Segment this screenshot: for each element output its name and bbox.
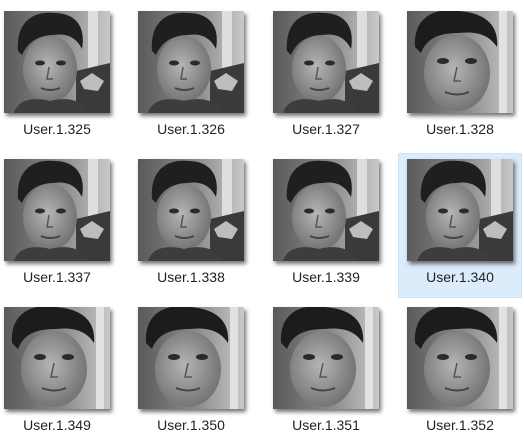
- file-item[interactable]: User.1.339: [269, 148, 395, 292]
- file-item-selected[interactable]: User.1.340: [398, 153, 522, 298]
- file-name-label: User.1.349: [23, 417, 91, 433]
- file-name-label: User.1.351: [292, 417, 360, 433]
- image-thumbnail: [4, 307, 110, 409]
- file-item[interactable]: User.1.338: [134, 148, 260, 292]
- file-name-label: User.1.325: [23, 121, 91, 137]
- file-item[interactable]: User.1.328: [403, 0, 524, 144]
- file-item[interactable]: User.1.326: [134, 0, 260, 144]
- image-thumbnail: [407, 159, 513, 261]
- file-item[interactable]: User.1.350: [134, 296, 260, 440]
- image-thumbnail: [273, 159, 379, 261]
- image-thumbnail: [138, 159, 244, 261]
- image-thumbnail: [407, 11, 513, 113]
- file-name-label: User.1.337: [23, 269, 91, 285]
- file-name-label: User.1.340: [426, 269, 494, 285]
- file-name-label: User.1.350: [157, 417, 225, 433]
- file-name-label: User.1.352: [426, 417, 494, 433]
- file-name-label: User.1.327: [292, 121, 360, 137]
- file-name-label: User.1.339: [292, 269, 360, 285]
- file-item[interactable]: User.1.352: [403, 296, 524, 440]
- image-thumbnail: [407, 307, 513, 409]
- image-thumbnail: [4, 159, 110, 261]
- file-item[interactable]: User.1.349: [0, 296, 126, 440]
- image-thumbnail: [138, 11, 244, 113]
- file-item[interactable]: User.1.327: [269, 0, 395, 144]
- image-thumbnail: [273, 307, 379, 409]
- file-name-label: User.1.328: [426, 121, 494, 137]
- image-thumbnail: [273, 11, 379, 113]
- file-name-label: User.1.326: [157, 121, 225, 137]
- file-item[interactable]: User.1.351: [269, 296, 395, 440]
- image-thumbnail: [4, 11, 110, 113]
- image-thumbnail: [138, 307, 244, 409]
- file-item[interactable]: User.1.337: [0, 148, 126, 292]
- file-item[interactable]: User.1.325: [0, 0, 126, 144]
- file-name-label: User.1.338: [157, 269, 225, 285]
